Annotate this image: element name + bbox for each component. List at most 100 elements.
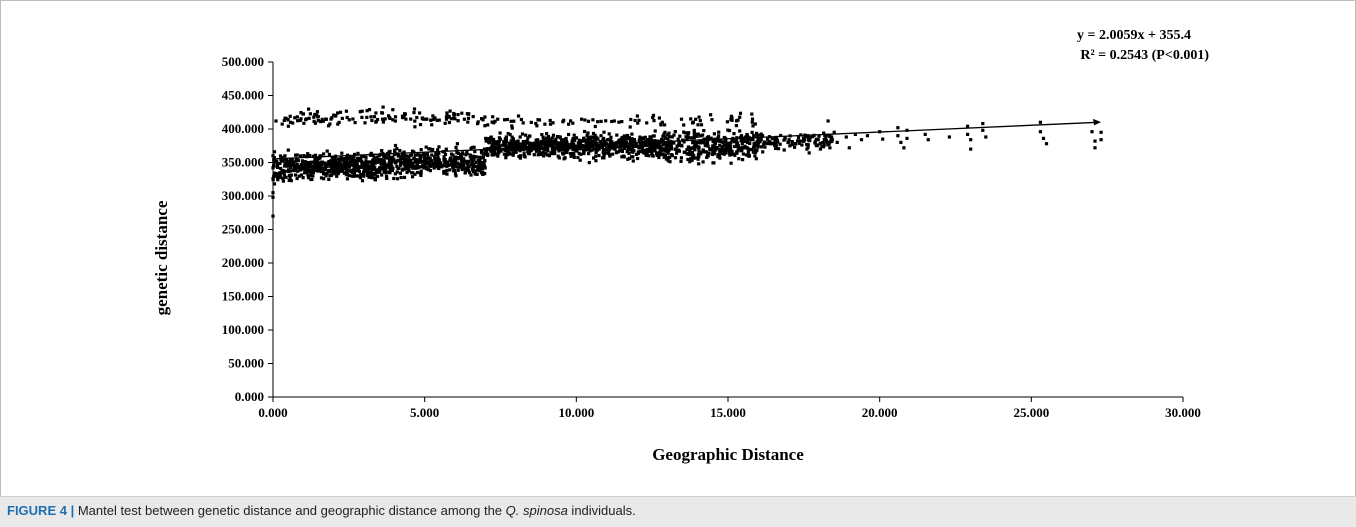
data-point xyxy=(480,166,484,171)
data-point xyxy=(745,137,749,141)
data-point xyxy=(366,160,370,164)
data-point xyxy=(674,147,678,151)
data-point xyxy=(453,172,458,176)
data-point xyxy=(280,122,284,126)
data-point xyxy=(701,139,705,143)
data-point xyxy=(294,153,298,157)
data-point xyxy=(592,139,596,143)
data-point xyxy=(415,115,419,120)
data-point xyxy=(1099,138,1103,142)
data-point xyxy=(713,152,717,156)
data-point xyxy=(376,118,380,122)
data-point xyxy=(286,160,290,164)
data-point xyxy=(696,123,700,127)
data-point xyxy=(717,130,721,134)
data-point xyxy=(689,117,693,121)
data-point xyxy=(335,174,339,178)
data-point xyxy=(356,174,360,178)
data-point xyxy=(666,159,670,163)
data-point xyxy=(401,116,405,120)
data-point xyxy=(730,138,734,142)
data-point xyxy=(437,118,441,122)
data-point xyxy=(680,144,684,148)
data-point xyxy=(730,116,734,120)
data-point xyxy=(443,152,448,156)
data-point xyxy=(695,141,699,145)
data-point xyxy=(302,162,306,167)
data-point xyxy=(402,150,406,154)
data-point xyxy=(413,119,417,123)
data-point xyxy=(382,160,387,164)
data-point xyxy=(343,164,347,168)
data-point xyxy=(365,115,369,119)
data-point xyxy=(584,141,588,145)
data-point xyxy=(640,147,644,151)
data-point xyxy=(407,166,411,170)
data-point xyxy=(315,156,319,160)
data-point xyxy=(729,161,733,165)
data-point xyxy=(462,157,466,161)
data-point xyxy=(697,145,701,149)
figure-caption: FIGURE 4 | Mantel test between genetic d… xyxy=(0,496,1356,527)
data-point xyxy=(295,115,299,119)
data-point xyxy=(756,143,760,147)
data-point xyxy=(588,140,592,144)
data-point xyxy=(281,179,285,183)
data-point xyxy=(677,141,681,145)
data-point xyxy=(473,172,477,176)
data-point xyxy=(382,158,386,162)
data-point xyxy=(325,149,329,153)
data-point xyxy=(626,136,630,141)
scatter-chart: 0.000 50.000 100.000 150.000 200.000 250.000 3… xyxy=(152,28,1209,464)
data-point xyxy=(492,153,496,157)
data-point xyxy=(350,155,354,159)
data-point xyxy=(411,171,415,175)
data-point xyxy=(620,144,624,148)
data-point xyxy=(381,105,385,109)
data-point xyxy=(360,109,364,113)
data-point xyxy=(739,135,743,139)
data-point xyxy=(539,152,543,156)
data-point xyxy=(610,146,614,150)
data-point xyxy=(419,169,423,173)
data-point xyxy=(415,162,419,166)
data-point xyxy=(755,135,759,139)
data-point xyxy=(359,165,363,169)
data-point xyxy=(273,174,277,178)
data-point xyxy=(905,136,909,140)
data-point xyxy=(665,147,669,151)
data-point xyxy=(733,144,737,149)
data-point xyxy=(506,146,510,150)
data-point xyxy=(678,134,682,138)
data-point xyxy=(652,119,656,123)
data-point xyxy=(476,120,480,124)
data-point xyxy=(311,174,315,178)
data-point xyxy=(362,162,366,166)
data-point xyxy=(519,117,523,122)
data-point xyxy=(312,160,317,164)
data-point xyxy=(481,172,485,176)
data-point xyxy=(383,156,387,160)
data-point xyxy=(569,146,573,150)
data-point xyxy=(411,161,415,165)
data-point xyxy=(755,131,759,135)
data-point xyxy=(437,145,441,149)
data-point xyxy=(649,138,653,142)
data-point xyxy=(528,134,532,138)
data-point xyxy=(550,146,554,150)
data-point xyxy=(512,119,516,123)
data-point xyxy=(688,149,692,153)
data-point xyxy=(802,137,807,141)
data-point xyxy=(522,148,526,152)
data-point xyxy=(352,169,356,173)
data-point xyxy=(503,118,507,122)
data-point xyxy=(705,141,710,145)
data-point xyxy=(608,147,612,151)
data-point xyxy=(306,152,310,156)
data-point xyxy=(565,147,569,151)
r-squared-label: R² = 0.2543 (P<0.001) xyxy=(1080,48,1209,63)
data-point xyxy=(720,147,725,151)
data-point xyxy=(722,143,726,147)
data-point xyxy=(481,152,485,156)
data-point xyxy=(605,147,609,151)
